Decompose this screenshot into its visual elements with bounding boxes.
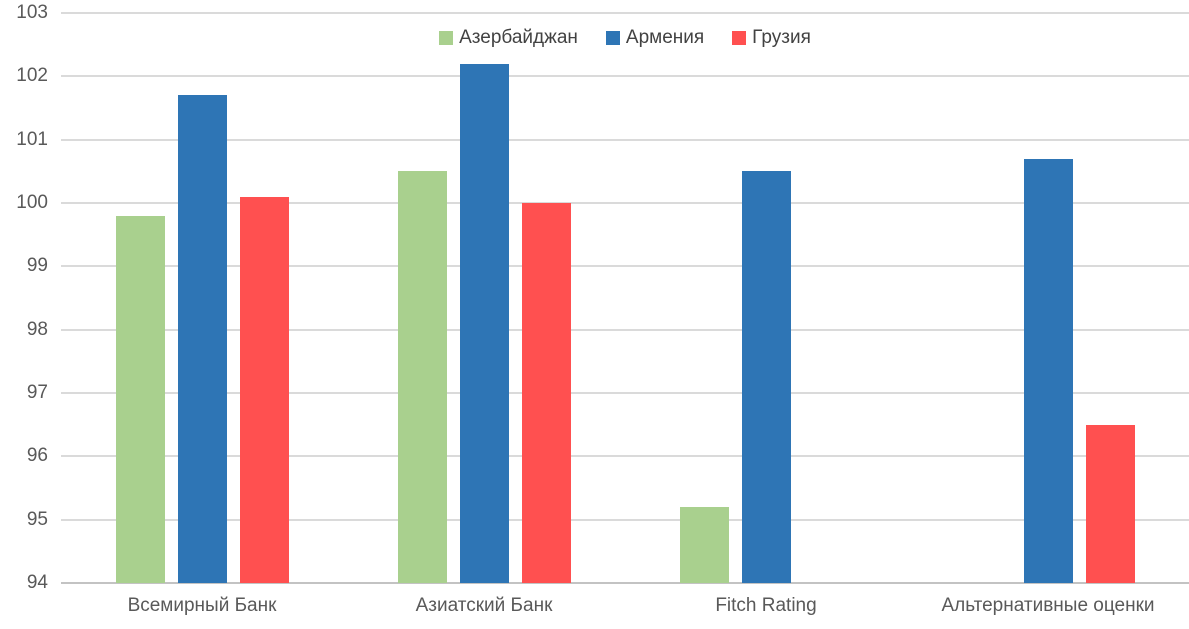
x-category-label: Всемирный Банк	[127, 595, 277, 616]
legend-item: Азербайджан	[439, 27, 578, 49]
legend-item: Армения	[605, 27, 705, 49]
gridline	[61, 328, 1189, 331]
legend: Азербайджан Армения Грузия	[61, 27, 1189, 49]
legend-swatch-icon	[605, 31, 620, 45]
bar	[239, 196, 289, 583]
x-category-label: Азиатский Банк	[415, 595, 553, 616]
gridline	[61, 518, 1189, 521]
gridline	[61, 75, 1189, 78]
legend-swatch-icon	[732, 31, 747, 45]
x-category-label: Альтернативные оценки	[941, 595, 1155, 616]
bar	[521, 203, 571, 583]
gridline	[61, 138, 1189, 141]
y-tick-label: 99	[26, 255, 48, 277]
bar	[459, 63, 509, 583]
x-category-label: Fitch Rating	[715, 595, 817, 616]
y-tick-label: 98	[26, 318, 48, 340]
bar	[741, 171, 791, 583]
legend-swatch-icon	[439, 31, 454, 45]
y-tick-label: 103	[16, 2, 48, 23]
y-tick-label: 100	[16, 192, 48, 213]
legend-label: Армения	[625, 27, 705, 48]
bar	[1023, 158, 1073, 583]
plot-area	[61, 12, 1189, 584]
y-tick-label: 94	[26, 572, 48, 593]
gridline	[61, 265, 1189, 268]
y-tick-label: 96	[26, 445, 48, 467]
legend-label: Грузия	[752, 27, 811, 48]
gridline	[61, 582, 1189, 584]
gridline	[61, 202, 1189, 204]
bar	[1085, 424, 1135, 583]
bar	[397, 171, 447, 583]
y-tick-label: 95	[26, 508, 48, 530]
legend-label: Азербайджан	[459, 27, 578, 48]
gridline	[61, 392, 1189, 394]
gridline	[61, 12, 1189, 14]
bar	[115, 215, 165, 583]
bar	[177, 95, 227, 583]
legend-item: Грузия	[732, 27, 811, 49]
y-tick-label: 102	[16, 65, 48, 87]
y-tick-label: 101	[16, 128, 48, 150]
y-tick-label: 97	[26, 382, 48, 403]
bar	[679, 507, 729, 583]
gridline	[61, 455, 1189, 458]
